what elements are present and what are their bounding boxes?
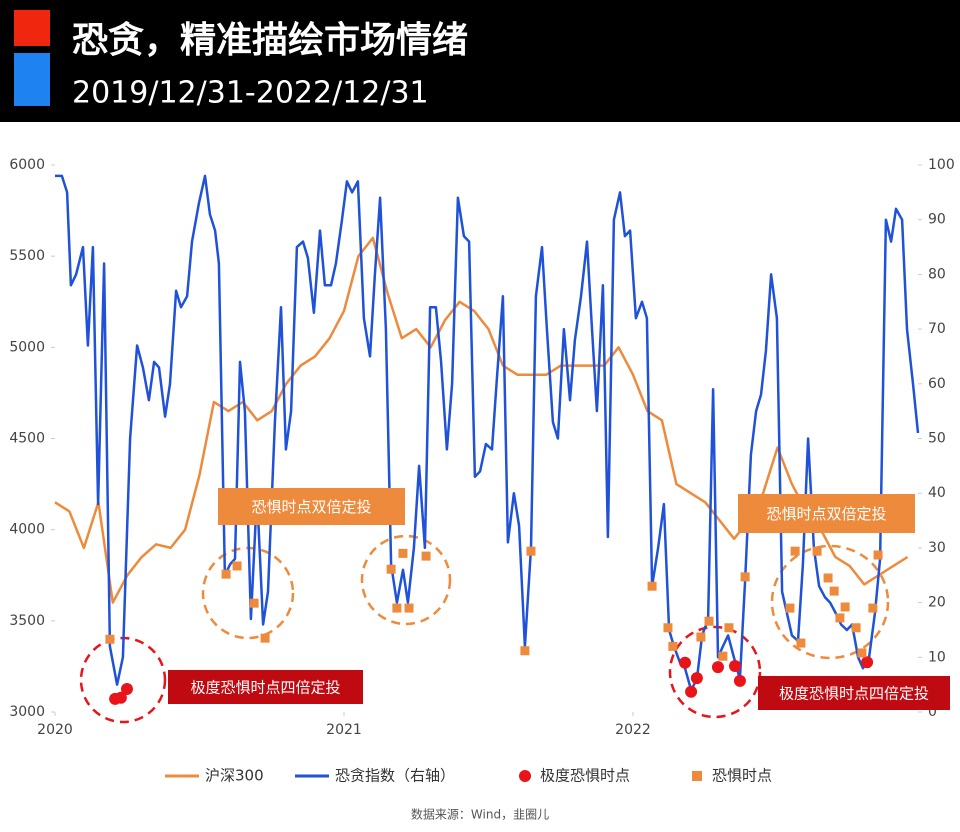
y2-tick-label: 30 [928, 540, 946, 556]
fear-point [647, 581, 657, 591]
y2-tick-label: 20 [928, 595, 946, 611]
chart-subtitle: 2019/12/31-2022/12/31 [72, 76, 429, 111]
annotation-text: 极度恐惧时点四倍定投 [190, 679, 340, 697]
series-line [55, 174, 920, 692]
y-tick-label: 6000 [9, 157, 45, 173]
orange-circle [770, 544, 890, 660]
legend-swatch [692, 771, 702, 781]
fear-point [724, 623, 734, 633]
header-blue-block [14, 53, 50, 106]
fear-point [421, 551, 431, 561]
fear-point [663, 623, 673, 633]
annotation-text: 恐惧时点双倍定投 [251, 498, 371, 516]
x-tick-label: 2022 [615, 722, 651, 738]
y2-tick-label: 50 [928, 431, 946, 447]
extreme-fear-point [733, 674, 746, 687]
y2-tick-label: 100 [928, 157, 955, 173]
extreme-fear-point [114, 691, 127, 704]
fear-point [696, 632, 706, 642]
legend-label: 沪深300 [205, 767, 264, 785]
extreme-fear-point [120, 683, 133, 696]
fear-point [392, 603, 402, 613]
annotation-text: 极度恐惧时点四倍定投 [779, 685, 929, 703]
red-circle [668, 625, 762, 719]
series-line [54, 236, 909, 604]
fear-point [785, 603, 795, 613]
header-red-square [14, 10, 50, 46]
y2-tick-label: 70 [928, 321, 946, 337]
y-tick-label: 4500 [9, 431, 45, 447]
fear-point [404, 603, 414, 613]
extreme-fear-point [685, 685, 698, 698]
extreme-fear-point [690, 672, 703, 685]
fear-point [386, 564, 396, 574]
y2-tick-label: 10 [928, 649, 946, 665]
extreme-fear-point [679, 656, 692, 669]
fear-point [851, 623, 861, 633]
fear-point [668, 641, 678, 651]
extreme-fear-point [861, 656, 874, 669]
fear-point [823, 573, 833, 583]
annotation-box [738, 494, 915, 533]
fear-point [105, 634, 115, 644]
fear-point [526, 546, 536, 556]
annotation-box [168, 670, 363, 704]
orange-circle [360, 534, 452, 626]
fear-point [221, 569, 231, 579]
legend-swatch [519, 770, 531, 782]
extreme-fear-point [711, 661, 724, 674]
legend-label: 极度恐惧时点 [540, 767, 630, 785]
fear-point [704, 616, 714, 626]
fear-point [790, 546, 800, 556]
fear-point [840, 602, 850, 612]
header-band [0, 0, 960, 122]
chart-title: 恐贪，精准描绘市场情绪 [72, 20, 468, 61]
fear-point [249, 598, 259, 608]
annotation-box [758, 676, 950, 710]
fear-point [232, 561, 242, 571]
fear-point [829, 586, 839, 596]
fear-point [520, 646, 530, 656]
x-tick-label: 2021 [326, 722, 362, 738]
fear-point [873, 550, 883, 560]
y2-tick-label: 40 [928, 485, 946, 501]
y2-tick-label: 60 [928, 376, 946, 392]
y-tick-label: 3500 [9, 613, 45, 629]
annotation-box [218, 488, 405, 525]
y-tick-label: 5000 [9, 339, 45, 355]
highlight-circles [79, 534, 890, 724]
legend-label: 恐贪指数（右轴） [335, 767, 455, 785]
extreme-fear-point [729, 660, 742, 673]
annotation-text: 恐惧时点双倍定投 [766, 505, 886, 523]
legend-label: 恐惧时点 [712, 767, 772, 785]
fear-point [812, 546, 822, 556]
fear-point [835, 613, 845, 623]
y-tick-label: 5500 [9, 248, 45, 264]
fear-point [857, 648, 867, 658]
source-note: 数据来源：Wind，韭圈儿 [411, 807, 549, 822]
fear-point [868, 603, 878, 613]
fear-point [260, 633, 270, 643]
y2-tick-label: 0 [928, 704, 937, 720]
y-tick-label: 4000 [9, 522, 45, 538]
fear-point [398, 548, 408, 558]
fear-point [796, 638, 806, 648]
y2-tick-label: 80 [928, 266, 946, 282]
fear-point [718, 651, 728, 661]
fear-point [740, 572, 750, 582]
x-tick-label: 2020 [37, 722, 73, 738]
y-tick-label: 3000 [9, 704, 45, 720]
y2-tick-label: 90 [928, 212, 946, 228]
